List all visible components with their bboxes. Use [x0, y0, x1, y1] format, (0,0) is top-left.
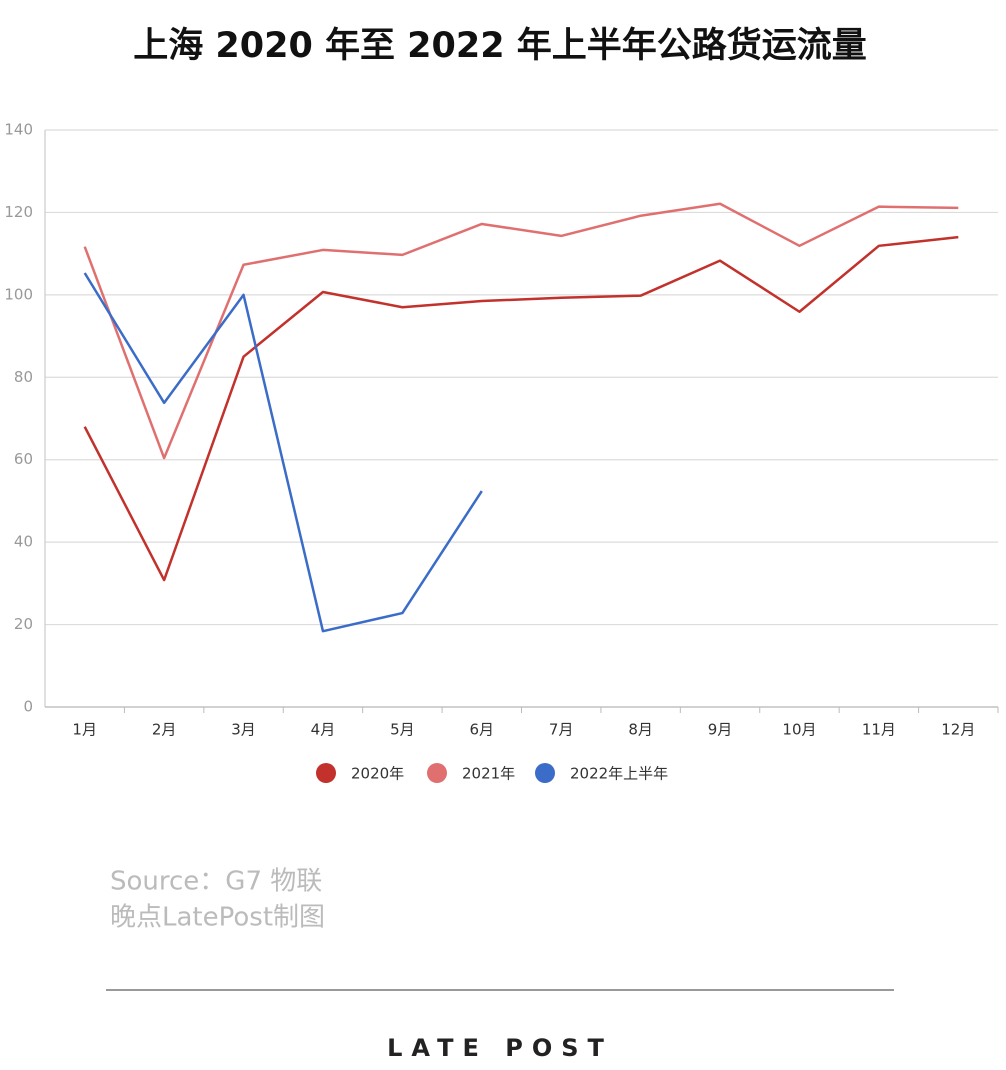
- legend-swatch: [316, 763, 336, 783]
- series-line: [83, 235, 959, 582]
- legend-label: 2022年上半年: [570, 765, 668, 783]
- source: Source：G7 物联: [110, 867, 322, 897]
- x-tick-label: 1月: [72, 721, 97, 739]
- x-tick-label: 5月: [390, 721, 415, 739]
- x-tick-label: 12月: [941, 721, 975, 739]
- y-tick-label: 100: [4, 285, 33, 303]
- y-tick-label: 40: [14, 533, 33, 551]
- x-tick-label: 4月: [311, 721, 336, 739]
- chart-title: 上海 2020 年至 2022 年上半年公路货运流量: [133, 26, 867, 66]
- legend-label: 2020年: [351, 765, 404, 783]
- x-tick-label: 3月: [231, 721, 256, 739]
- x-tick-label: 7月: [549, 721, 574, 739]
- x-tick-label: 2月: [152, 721, 177, 739]
- source: 晚点LatePost制图: [110, 903, 325, 933]
- x-tick-label: 10月: [782, 721, 816, 739]
- x-tick-label: 11月: [862, 721, 896, 739]
- legend-swatch: [427, 763, 447, 783]
- legend-swatch: [535, 763, 555, 783]
- y-tick-label: 20: [14, 615, 33, 633]
- y-tick-label: 80: [14, 368, 33, 386]
- series-line: [83, 202, 959, 460]
- y-tick-label: 60: [14, 450, 33, 468]
- y-tick-label: 140: [4, 121, 33, 139]
- x-tick-label: 6月: [470, 721, 495, 739]
- x-tick-label: 9月: [708, 721, 733, 739]
- y-tick-label: 120: [4, 203, 33, 221]
- y-tick-label: 0: [23, 698, 33, 716]
- logo: LATE POST: [387, 1034, 613, 1062]
- x-tick-label: 8月: [628, 721, 653, 739]
- legend-label: 2021年: [462, 765, 515, 783]
- series-line: [83, 272, 483, 633]
